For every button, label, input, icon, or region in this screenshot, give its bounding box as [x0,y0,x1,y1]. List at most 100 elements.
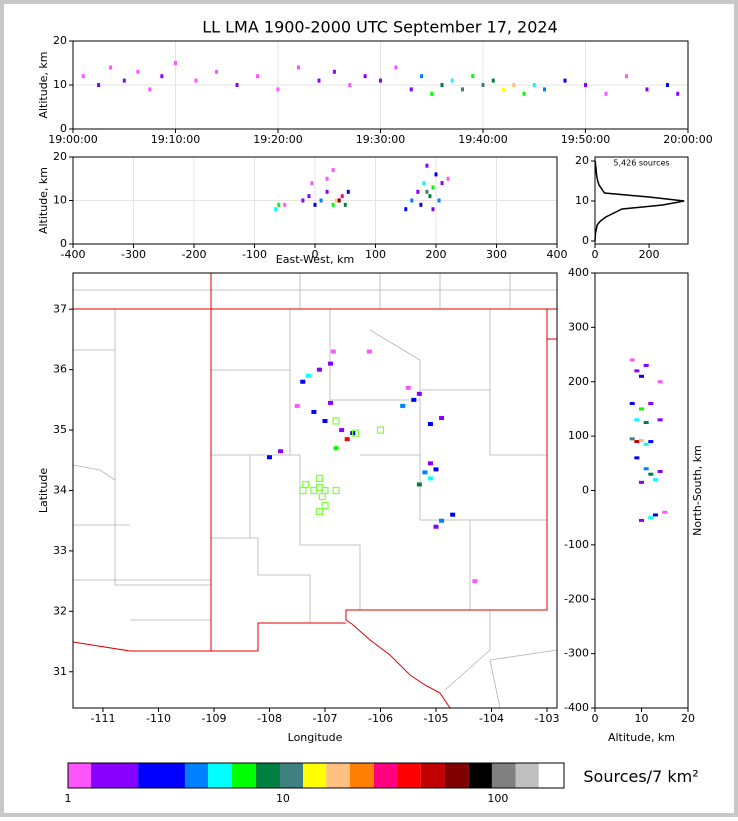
colorbar-segment [398,763,421,788]
source-point [344,437,350,442]
colorbar-segment [255,763,281,788]
x-tick-label: 19:30:00 [356,133,405,146]
source-point [174,61,177,65]
source-point [634,369,640,373]
x-tick-label: -106 [368,712,393,725]
source-point [472,579,478,584]
source-point [502,87,505,92]
x-tick-label: 0 [592,712,599,725]
source-point [256,74,259,79]
source-point [305,373,311,378]
source-point [639,407,644,411]
y-tick-label: 10 [53,78,67,91]
source-point [328,400,334,405]
y-tick-label: -400 [564,701,589,714]
source-point [643,363,649,367]
y-tick-label: 0 [582,484,589,497]
source-point [81,74,85,79]
y-axis-label: Latitude [37,468,50,514]
source-point [430,91,434,96]
altitude-profile [594,160,685,242]
source-point [676,91,680,96]
source-point [648,472,654,476]
y-tick-label: 0 [60,122,67,135]
source-point [311,409,317,414]
source-point [301,198,305,203]
y-tick-label: 34 [53,484,67,497]
x-tick-label: 19:00:00 [48,133,97,146]
colorbar-tick-label: 10 [276,792,290,805]
source-point [274,207,278,212]
colorbar-segment [444,763,469,788]
y-axis-label: Altitude, km [37,167,50,234]
source-point [427,461,433,466]
y-tick-label: 32 [53,604,67,617]
source-point [416,391,422,396]
source-point [433,467,439,472]
colorbar-segment [303,763,327,788]
source-point [394,65,398,70]
station [376,426,385,434]
source-point [410,198,414,203]
y-tick-label: 10 [575,194,589,207]
source-point [629,358,635,362]
x-axis-label: Longitude [288,731,343,744]
colorbar-segment [373,763,399,788]
x-tick-label: 20 [681,712,695,725]
source-point [634,418,640,422]
source-point [439,416,445,420]
source-point [332,69,336,74]
source-point [294,403,300,408]
map-boundaries [73,273,557,708]
source-point [643,467,649,471]
source-point [283,202,287,207]
source-point [400,403,406,408]
y-tick-label: 33 [53,544,67,557]
x-tick-label: 19:40:00 [458,133,507,146]
axes-frame [72,40,689,130]
station [299,486,307,495]
source-point [334,198,338,203]
source-point [340,194,344,199]
colorbar-segment [349,763,374,788]
source-point [648,440,654,444]
station [315,508,324,516]
x-tick-label: 20:00:00 [663,133,712,146]
source-point [416,189,420,194]
source-point [440,181,444,186]
source-point [366,349,372,354]
county-lines [73,273,557,708]
source-point [629,437,635,441]
source-point [136,69,140,74]
source-point [431,185,435,190]
source-point [422,181,426,186]
source-point [300,379,306,384]
x-tick-label: -300 [121,248,146,261]
annotation: 5,426 sources [613,159,669,168]
source-point [235,83,239,87]
x-tick-label: 10 [635,712,649,725]
station [310,486,318,495]
source-point [604,91,608,96]
source-point [471,74,475,79]
source-point [639,438,644,442]
x-tick-label: -103 [535,712,560,725]
source-point [639,518,644,522]
source-point [109,65,113,70]
station [301,480,310,489]
source-point [330,349,336,354]
source-point [543,87,546,92]
x-tick-label: 200 [639,248,660,261]
source-point [584,83,587,87]
state-lines [73,273,557,708]
source-point [319,198,323,203]
source-point [416,482,422,487]
source-point [427,476,433,481]
source-point [657,380,663,384]
source-point [276,87,280,92]
source-point [331,168,335,173]
source-point [434,172,438,177]
source-point [512,83,516,87]
source-point [461,87,464,92]
